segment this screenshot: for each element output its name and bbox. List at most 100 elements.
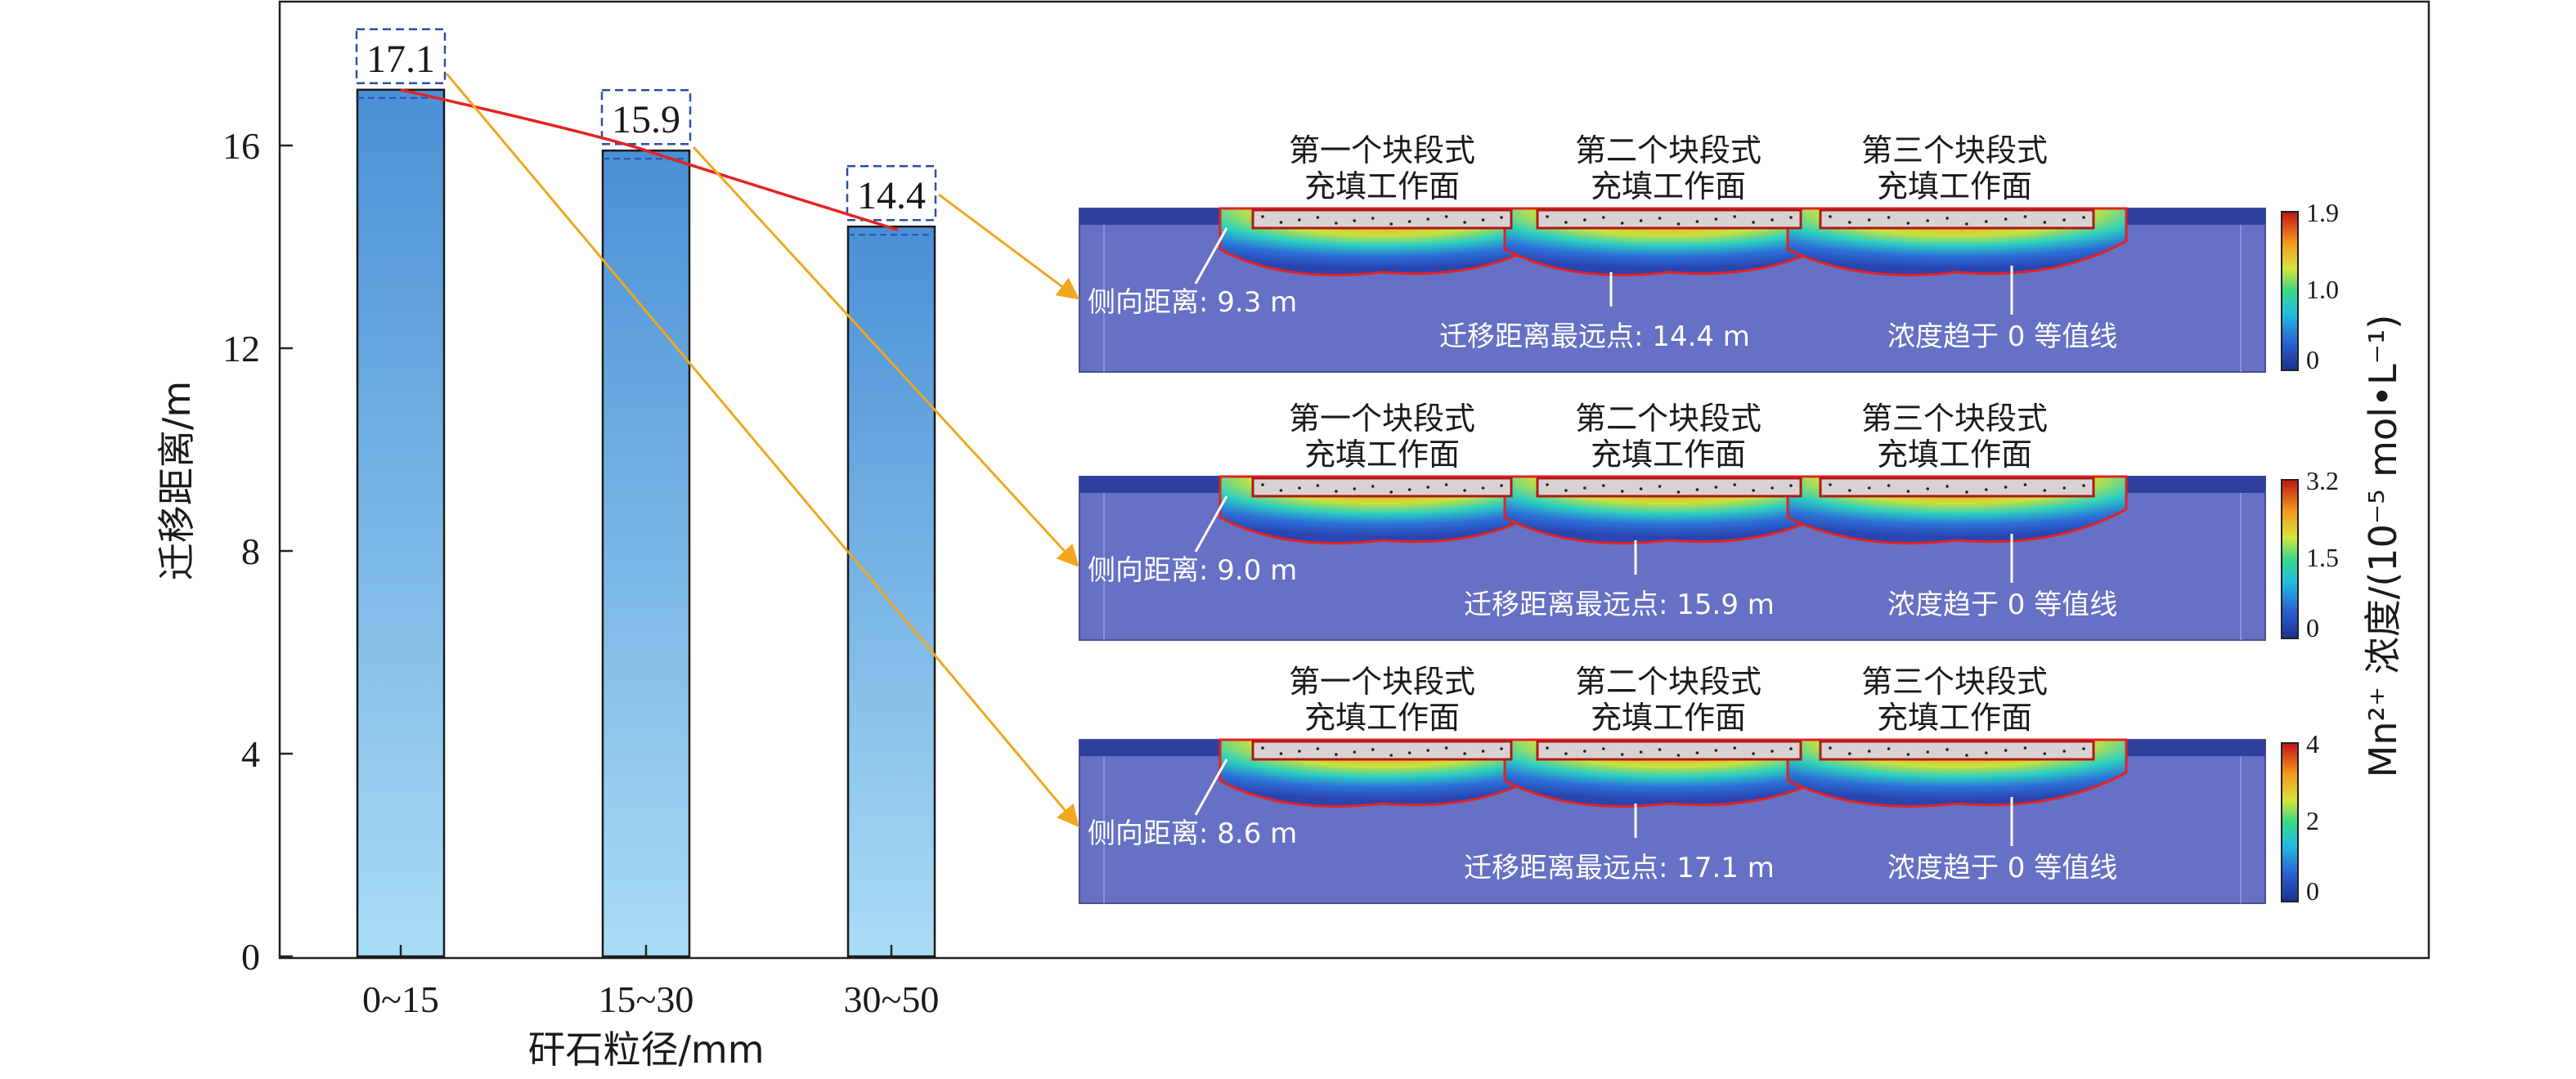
face-label-line1: 第三个块段式: [1861, 664, 2048, 700]
gangue-dot: [1789, 484, 1793, 487]
gangue-dot: [1620, 222, 1624, 225]
gangue-dot: [1965, 754, 1968, 757]
gangue-dot: [1426, 749, 1429, 752]
inset-arrow: [938, 193, 1080, 300]
backfill-face: [1819, 477, 2095, 498]
arrows-layer: [445, 73, 1080, 828]
colorbar-mid: 1.0: [2306, 275, 2339, 304]
gangue-dot: [1906, 753, 1910, 756]
gangue-dot: [1965, 490, 1968, 494]
gangue-dot: [1887, 216, 1891, 219]
gangue-dot: [1752, 221, 1755, 224]
gangue-dot: [1298, 218, 1301, 222]
face-label-line2: 充填工作面: [1877, 700, 2032, 736]
gangue-dot: [2082, 747, 2085, 750]
lateral-pointer: [1194, 495, 1228, 553]
gangue-dot: [1984, 751, 1988, 754]
gangue-dot: [2023, 483, 2027, 486]
colorbar-max: 1.9: [2306, 198, 2339, 227]
gangue-dot: [1829, 483, 1832, 486]
y-tick-label: 12: [222, 328, 260, 369]
gangue-dot: [1407, 220, 1411, 223]
gangue-dot: [1389, 490, 1393, 494]
gangue-dot: [1583, 750, 1586, 753]
face-label-line2: 充填工作面: [1591, 700, 1746, 736]
gangue-dot: [1546, 746, 1549, 750]
x-tick-label: 30~50: [844, 978, 940, 1020]
gangue-dot: [1926, 487, 1930, 490]
gangue-dot: [1279, 752, 1283, 755]
colorbar-mid: 1.5: [2306, 543, 2339, 572]
gangue-dot: [1500, 216, 1503, 219]
lateral-pointer: [1194, 227, 1228, 284]
gangue-dot: [1601, 216, 1605, 219]
face-label-line1: 第三个块段式: [1861, 401, 2048, 437]
gangue-dot: [1500, 747, 1503, 750]
bar: [601, 149, 691, 958]
data-label: 14.4: [857, 174, 926, 217]
gangue-dot: [1583, 486, 1586, 490]
backfill-face: [1536, 208, 1802, 230]
gangue-dot: [1463, 752, 1466, 755]
gangue-dot: [1353, 750, 1357, 754]
gangue-dot: [1887, 747, 1891, 750]
gangue-dot: [1829, 215, 1832, 218]
gangue-dot: [1848, 752, 1851, 755]
gangue-dot: [1733, 483, 1737, 486]
y-tick-label: 0: [241, 936, 260, 978]
gangue-dot: [1298, 486, 1301, 490]
gangue-dot: [1714, 217, 1718, 221]
colorbar-label: Mn²⁺ 浓度/(10⁻⁵ mol•L⁻¹): [2361, 315, 2405, 778]
y-axis-title: 迁移距离/m: [155, 381, 199, 580]
gangue-dot: [1984, 488, 1988, 491]
plot-frame: [278, 0, 2430, 960]
gangue-dot: [1676, 754, 1681, 757]
data-labels-layer: 17.1 15.9 14.4: [355, 28, 937, 222]
gangue-dot: [1752, 752, 1755, 755]
gangue-dot: [1426, 217, 1429, 221]
colorbar-min: 0: [2306, 613, 2319, 642]
gangue-dot: [1848, 489, 1851, 492]
gangue-dot: [1500, 484, 1503, 487]
gangue-dot: [1945, 485, 1949, 488]
gangue-dot: [1906, 490, 1910, 493]
gangue-dot: [1695, 488, 1699, 491]
gangue-dot: [1316, 216, 1320, 219]
gangue-dot: [1770, 218, 1774, 222]
face-label-line2: 充填工作面: [1304, 700, 1460, 736]
gangue-dot: [2062, 218, 2066, 222]
gangue-dot: [2043, 752, 2047, 755]
gangue-dot: [1298, 750, 1301, 753]
gangue-dot: [1945, 748, 1949, 751]
x-axis-title: 矸石粒径/mm: [527, 1028, 764, 1072]
gangue-dot: [1733, 746, 1737, 750]
gangue-dot: [2062, 486, 2066, 490]
gangue-dot: [1965, 222, 1968, 226]
gangue-dot: [1481, 486, 1485, 490]
contour-label: 浓度趋于 0 等值线: [1887, 852, 2117, 884]
y-tick-label: 16: [222, 125, 260, 167]
colorbar-min: 0: [2306, 876, 2319, 906]
gangue-dot: [1733, 215, 1737, 218]
gangue-dot: [2023, 215, 2027, 218]
gangue-dot: [1676, 222, 1681, 226]
colorbar: [2281, 211, 2299, 371]
gangue-dot: [1867, 218, 1871, 222]
farthest-point-label: 迁移距离最远点: 14.4 m: [1439, 320, 1750, 353]
gangue-dot: [1426, 486, 1429, 489]
data-label-box: [600, 88, 692, 146]
gangue-dot: [1353, 219, 1357, 222]
gangue-dot: [1695, 220, 1699, 223]
y-axis: 0 4 8 12 16: [222, 125, 293, 978]
gangue-dot: [1463, 489, 1466, 492]
gangue-dot: [1371, 485, 1375, 488]
lateral-distance-label: 侧向距离: 8.6 m: [1088, 817, 1297, 850]
gangue-dot: [1887, 484, 1891, 487]
data-label-box: [355, 28, 447, 85]
trend-line: [400, 88, 899, 231]
gangue-dot: [2004, 217, 2008, 221]
face-label-line2: 充填工作面: [1304, 168, 1460, 204]
gangue-dot: [1620, 753, 1624, 756]
gangue-dot: [1546, 483, 1549, 486]
